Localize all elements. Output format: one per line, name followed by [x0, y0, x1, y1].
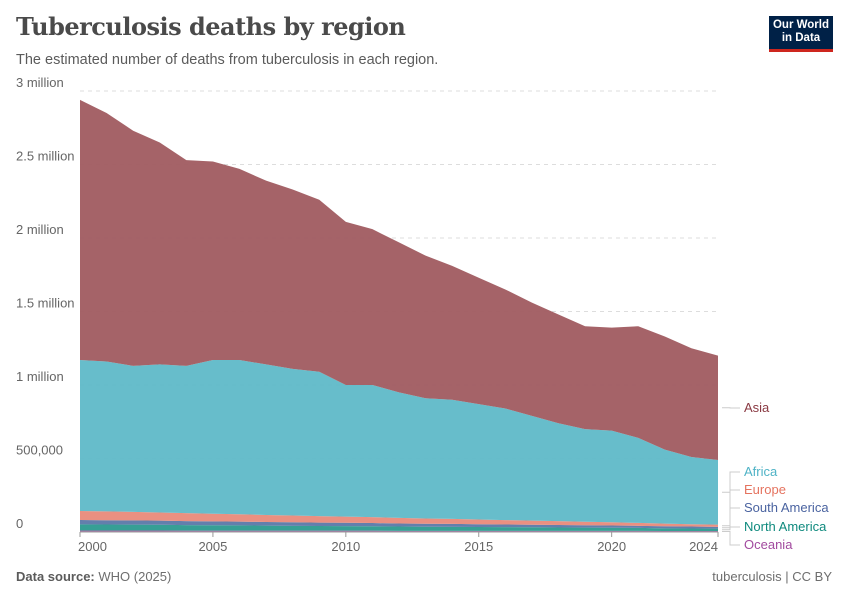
- source-label: Data source:: [16, 569, 95, 584]
- label-connector: [722, 507, 740, 529]
- x-tick-label: 2000: [78, 539, 107, 554]
- y-tick-label: 3 million: [16, 75, 64, 90]
- x-tick-label: 2024: [689, 539, 718, 554]
- license-text[interactable]: tuberculosis | CC BY: [712, 569, 832, 584]
- x-tick-label: 2005: [198, 539, 227, 554]
- y-tick-label: 1 million: [16, 369, 64, 384]
- legend-label-oceania[interactable]: Oceania: [744, 537, 793, 552]
- owid-logo[interactable]: Our World in Data: [769, 16, 833, 52]
- y-tick-label: 1.5 million: [16, 296, 75, 311]
- legend-label-north-america[interactable]: North America: [744, 519, 827, 534]
- legend-label-africa[interactable]: Africa: [744, 464, 778, 479]
- legend-label-europe[interactable]: Europe: [744, 482, 786, 497]
- y-tick-label: 0: [16, 516, 23, 531]
- label-connector: [722, 526, 740, 531]
- y-tick-label: 500,000: [16, 443, 63, 458]
- area-south-america: [80, 519, 718, 529]
- source-link[interactable]: WHO (2025): [98, 569, 172, 584]
- label-connector: [722, 471, 740, 493]
- legend-label-south-america[interactable]: South America: [744, 500, 829, 515]
- y-tick-label: 2 million: [16, 222, 64, 237]
- label-connector: [722, 530, 740, 546]
- area-africa: [80, 360, 718, 525]
- legend-label-asia[interactable]: Asia: [744, 400, 770, 415]
- chart-title: Tuberculosis deaths by region: [16, 12, 406, 41]
- x-tick-label: 2020: [597, 539, 626, 554]
- area-north-america: [80, 524, 718, 531]
- y-tick-label: 2.5 million: [16, 149, 75, 164]
- x-tick-label: 2015: [464, 539, 493, 554]
- chart-subtitle: The estimated number of deaths from tube…: [16, 52, 439, 68]
- area-asia: [80, 99, 718, 460]
- label-connector: [722, 489, 740, 527]
- data-source: Data source: WHO (2025): [16, 569, 171, 584]
- x-tick-label: 2010: [331, 539, 360, 554]
- area-europe: [80, 510, 718, 527]
